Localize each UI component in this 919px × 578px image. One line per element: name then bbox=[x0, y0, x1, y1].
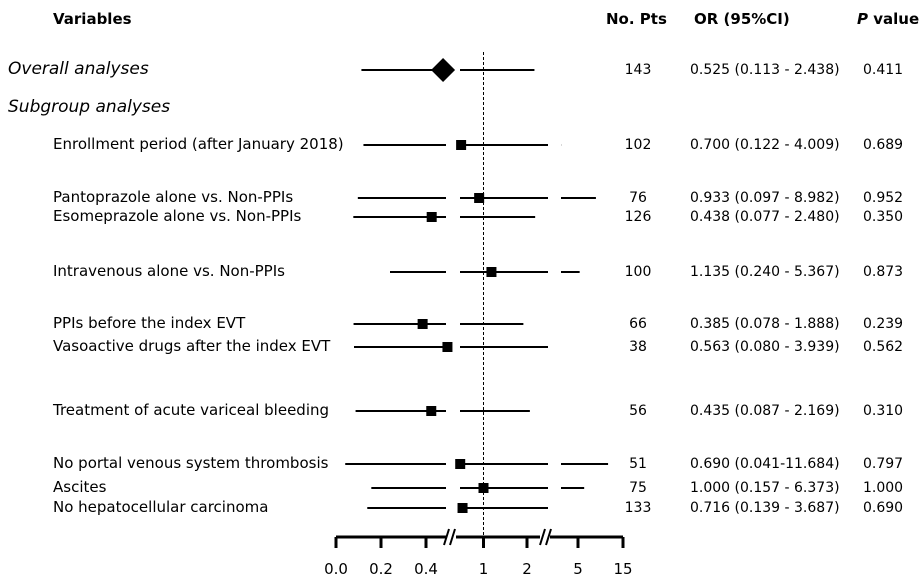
row-or-ci: 0.700 (0.122 - 4.009) bbox=[690, 137, 840, 153]
row-p-value: 0.689 bbox=[863, 137, 904, 153]
row-p-value: 0.239 bbox=[863, 316, 904, 332]
row-p-value: 0.690 bbox=[863, 500, 904, 516]
p-value-suffix: value bbox=[868, 10, 919, 28]
estimate-square bbox=[456, 140, 467, 150]
x-tick-label: 0.4 bbox=[414, 560, 438, 578]
row-p-value: 0.873 bbox=[863, 264, 904, 280]
p-italic: P bbox=[857, 10, 868, 28]
row-or-ci: 0.385 (0.078 - 1.888) bbox=[690, 316, 840, 332]
row-p-value: 0.952 bbox=[863, 190, 904, 206]
x-tick-label: 5 bbox=[573, 560, 583, 578]
row-n: 100 bbox=[624, 264, 652, 280]
row-p-value: 1.000 bbox=[863, 480, 904, 496]
estimate-square bbox=[478, 483, 489, 493]
row-n: 76 bbox=[629, 190, 647, 206]
overall-analyses-label: Overall analyses bbox=[8, 59, 149, 79]
row-p-value: 0.350 bbox=[863, 209, 904, 225]
row-label: Enrollment period (after January 2018) bbox=[53, 135, 344, 153]
estimate-square bbox=[474, 193, 485, 203]
row-or-ci: 0.933 (0.097 - 8.982) bbox=[690, 190, 840, 206]
axis-break-mask bbox=[446, 529, 451, 545]
estimate-square bbox=[457, 503, 468, 513]
row-label: Vasoactive drugs after the index EVT bbox=[53, 337, 331, 355]
row-or-ci: 0.690 (0.041-11.684) bbox=[690, 456, 840, 472]
row-p-value: 0.310 bbox=[863, 403, 904, 419]
overall-diamond bbox=[431, 58, 456, 82]
row-label: No portal venous system thrombosis bbox=[53, 454, 329, 472]
row-label: PPIs before the index EVT bbox=[53, 314, 246, 332]
axis-break-mark bbox=[545, 528, 552, 546]
row-label: Ascites bbox=[53, 478, 107, 496]
subgroup-analyses-label: Subgroup analyses bbox=[8, 97, 171, 117]
row-or-ci: 1.135 (0.240 - 5.367) bbox=[690, 264, 840, 280]
row-n: 126 bbox=[624, 209, 652, 225]
row-or-ci: 0.716 (0.139 - 3.687) bbox=[690, 500, 840, 516]
row-or-ci: 0.525 (0.113 - 2.438) bbox=[690, 62, 840, 78]
row-n: 51 bbox=[629, 456, 647, 472]
x-tick-label: 0.2 bbox=[369, 560, 393, 578]
row-p-value: 0.797 bbox=[863, 456, 904, 472]
estimate-square bbox=[442, 342, 453, 352]
axis-break-mark bbox=[449, 528, 456, 546]
no-pts-header: No. Pts bbox=[606, 10, 667, 28]
estimate-square bbox=[426, 212, 437, 222]
x-tick-label: 15 bbox=[613, 560, 632, 578]
variables-header: Variables bbox=[53, 10, 132, 28]
row-or-ci: 0.563 (0.080 - 3.939) bbox=[690, 339, 840, 355]
estimate-square bbox=[486, 267, 497, 277]
row-label: Pantoprazole alone vs. Non-PPIs bbox=[53, 188, 294, 206]
estimate-square bbox=[426, 406, 437, 416]
estimate-square bbox=[417, 319, 428, 329]
row-p-value: 0.411 bbox=[863, 62, 904, 78]
row-n: 133 bbox=[624, 500, 652, 516]
row-label: Intravenous alone vs. Non-PPIs bbox=[53, 262, 285, 280]
row-n: 38 bbox=[629, 339, 647, 355]
row-n: 75 bbox=[629, 480, 647, 496]
row-p-value: 0.562 bbox=[863, 339, 904, 355]
row-n: 56 bbox=[629, 403, 647, 419]
row-n: 102 bbox=[624, 137, 652, 153]
x-tick-label: 2 bbox=[522, 560, 532, 578]
axis-break-mark bbox=[539, 528, 546, 546]
x-tick-label: 0.0 bbox=[324, 560, 348, 578]
row-or-ci: 0.435 (0.087 - 2.169) bbox=[690, 403, 840, 419]
row-n: 66 bbox=[629, 316, 647, 332]
row-n: 143 bbox=[624, 62, 652, 78]
row-label: Treatment of acute variceal bleeding bbox=[53, 401, 330, 419]
or-ci-header: OR (95%CI) bbox=[694, 10, 790, 28]
x-tick-label: 1 bbox=[479, 560, 489, 578]
estimate-square bbox=[455, 459, 466, 469]
row-or-ci: 1.000 (0.157 - 6.373) bbox=[690, 480, 840, 496]
axis-break-mark bbox=[443, 528, 450, 546]
row-or-ci: 0.438 (0.077 - 2.480) bbox=[690, 209, 840, 225]
row-label: No hepatocellular carcinoma bbox=[53, 498, 269, 516]
row-label: Esomeprazole alone vs. Non-PPIs bbox=[53, 207, 302, 225]
p-value-header: P value bbox=[857, 12, 919, 27]
